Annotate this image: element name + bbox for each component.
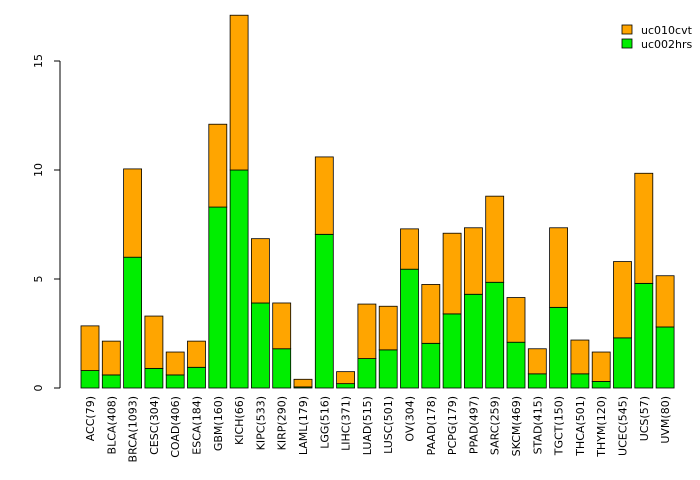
- x-tick-label: PAAD(178): [425, 396, 438, 455]
- y-tick-label: 15: [32, 54, 45, 68]
- x-tick-label: GBM(160): [212, 396, 225, 451]
- bar-uc010cvt: [187, 340, 206, 368]
- x-tick-label: PPAD(497): [467, 396, 480, 454]
- bar-uc002hrs: [591, 381, 611, 389]
- bar-uc010cvt: [250, 238, 270, 304]
- bar-uc010cvt: [272, 302, 292, 350]
- bar-uc010cvt: [421, 284, 441, 344]
- x-tick-label: KIPC(533): [254, 396, 267, 450]
- bar-uc010cvt: [165, 351, 185, 376]
- y-tick-label: 10: [32, 163, 45, 177]
- legend-label-uc010cvt: uc010cvt: [641, 24, 693, 37]
- x-tick-label: SKCM(469): [510, 396, 523, 456]
- x-tick-label: LUSC(501): [382, 396, 395, 454]
- bar-uc002hrs: [506, 341, 526, 389]
- bar-uc002hrs: [442, 313, 462, 389]
- bar-uc010cvt: [208, 123, 228, 208]
- x-tick-label: ACC(79): [84, 396, 97, 441]
- bar-uc002hrs: [378, 349, 398, 389]
- x-tick-label: COAD(406): [169, 396, 182, 458]
- bar-uc002hrs: [357, 358, 377, 389]
- x-tick-label: BLCA(408): [105, 396, 118, 454]
- bar-uc002hrs: [144, 367, 164, 389]
- legend-label-uc002hrs: uc002hrs: [641, 38, 693, 51]
- bar-uc010cvt: [378, 305, 398, 351]
- x-tick-label: OV(304): [404, 396, 417, 442]
- bar-uc002hrs: [634, 282, 654, 389]
- bar-uc002hrs: [272, 348, 292, 389]
- x-tick-label: UVM(80): [659, 396, 672, 444]
- bar-uc002hrs: [123, 256, 142, 389]
- bar-uc010cvt: [549, 227, 568, 308]
- x-tick-label: UCS(57): [638, 396, 651, 441]
- x-tick-label: SARC(259): [489, 396, 502, 455]
- bar-uc010cvt: [485, 195, 505, 283]
- bar-uc002hrs: [229, 169, 249, 389]
- bar-uc010cvt: [506, 297, 526, 343]
- bar-uc010cvt: [314, 156, 334, 235]
- x-tick-label: THYM(120): [595, 396, 608, 458]
- x-tick-label: BRCA(1093): [127, 396, 140, 462]
- bar-uc010cvt: [400, 228, 419, 270]
- x-tick-label: KIRP(290): [276, 396, 289, 450]
- bars: [80, 14, 675, 389]
- legend-swatch-uc010cvt: [621, 24, 633, 35]
- bar-uc010cvt: [101, 340, 121, 376]
- x-tick-label: PCPG(179): [446, 396, 459, 455]
- x-tick-label: LIHC(371): [340, 396, 353, 451]
- bar-uc010cvt: [655, 275, 675, 328]
- bar-uc002hrs: [165, 374, 185, 389]
- bar-uc010cvt: [80, 325, 100, 371]
- bar-uc010cvt: [591, 351, 611, 382]
- bar-uc010cvt: [527, 348, 547, 375]
- bar-uc010cvt: [442, 232, 462, 315]
- bar-uc010cvt: [123, 168, 142, 258]
- x-tick-label: ESCA(184): [191, 396, 204, 455]
- bar-uc002hrs: [613, 337, 632, 389]
- bar-uc010cvt: [357, 303, 377, 359]
- bar-uc010cvt: [144, 315, 164, 369]
- bar-uc002hrs: [570, 373, 590, 389]
- bar-uc002hrs: [655, 326, 675, 389]
- bar-uc002hrs: [485, 281, 505, 389]
- bar-uc010cvt: [570, 339, 590, 375]
- bar-uc002hrs: [527, 373, 547, 389]
- x-tick-label: LGG(516): [318, 396, 331, 449]
- y-tick-label: 5: [32, 276, 45, 283]
- bar-uc002hrs: [549, 306, 568, 389]
- bar-uc002hrs: [314, 233, 334, 389]
- bar-uc002hrs: [208, 206, 228, 389]
- bar-uc010cvt: [613, 261, 632, 339]
- x-tick-labels: ACC(79) BLCA(408) BRCA(1093) CESC(304) COAD(…: [84, 396, 672, 462]
- x-tick-label: STAD(415): [531, 396, 544, 454]
- bar-uc002hrs: [80, 370, 100, 389]
- bar-uc002hrs: [250, 302, 270, 389]
- x-tick-label: CESC(304): [148, 396, 161, 455]
- y-tick-label: 0: [32, 385, 45, 392]
- x-tick-label: LUAD(515): [361, 396, 374, 455]
- bar-uc002hrs: [101, 374, 121, 389]
- bar-uc002hrs: [400, 268, 419, 389]
- x-tick-label: TGCT(150): [553, 396, 566, 456]
- bar-uc002hrs: [187, 366, 206, 389]
- bar-uc002hrs: [336, 383, 356, 389]
- bar-uc010cvt: [293, 378, 313, 388]
- x-tick-label: UCEC(545): [617, 396, 630, 456]
- bar-uc010cvt: [336, 371, 356, 385]
- x-tick-label: LAML(179): [297, 396, 310, 455]
- bar-uc010cvt: [634, 172, 654, 284]
- x-tick-label: THCA(501): [574, 396, 587, 457]
- bar-uc010cvt: [463, 227, 483, 295]
- x-tick-label: KICH(66): [233, 396, 246, 445]
- bar-uc002hrs: [463, 293, 483, 389]
- bar-uc010cvt: [229, 14, 249, 171]
- legend-swatch-uc002hrs: [621, 38, 633, 49]
- y-axis: 0 5 10 15: [32, 54, 61, 392]
- bar-uc002hrs: [421, 342, 441, 389]
